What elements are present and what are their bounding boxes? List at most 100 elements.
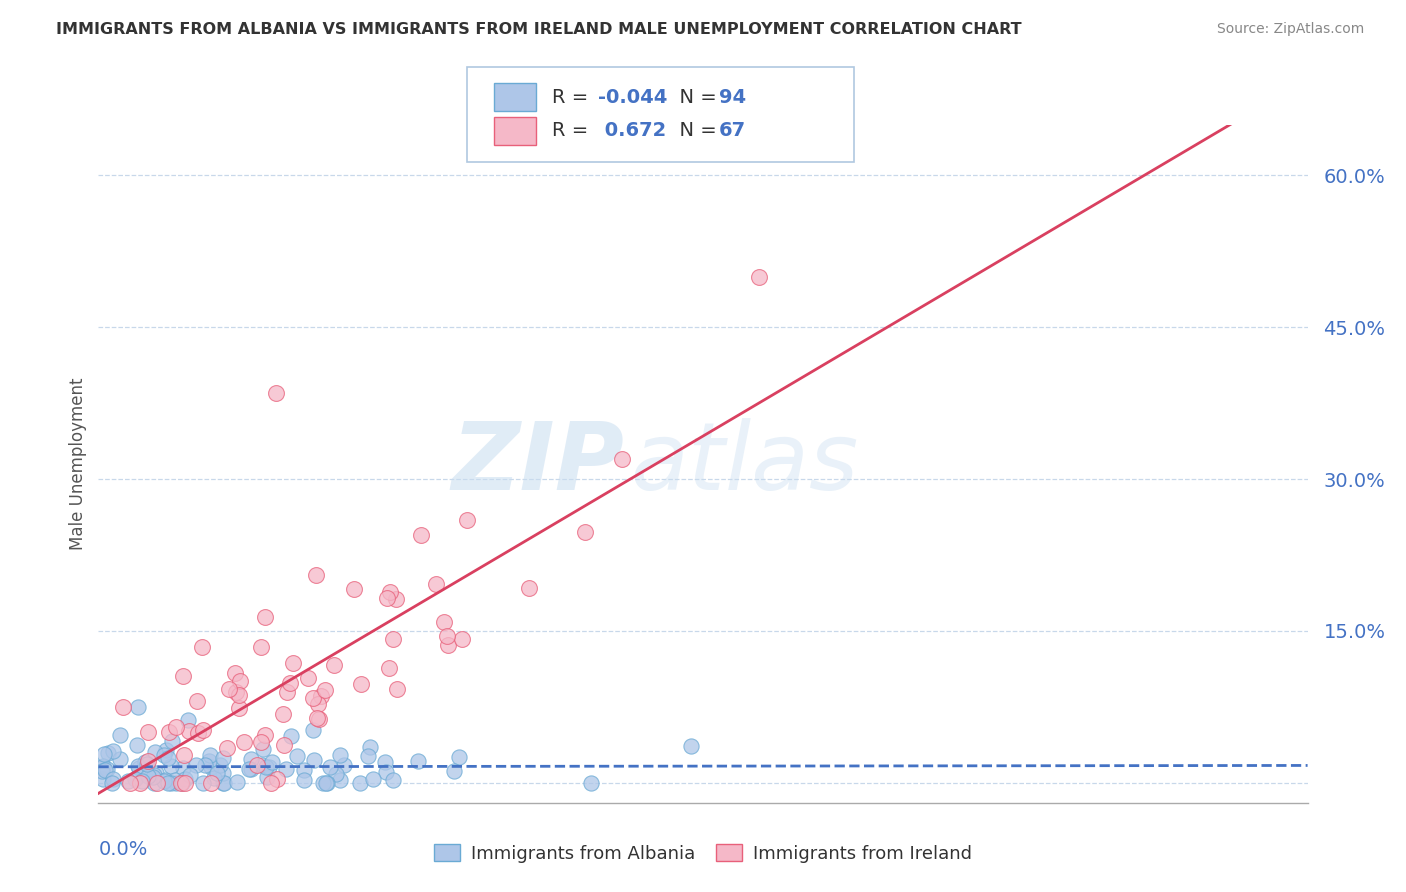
Point [165,775,187,789]
Point [312,775,335,789]
Point [136,724,159,739]
Text: R =: R = [551,121,595,140]
Point [91,764,114,778]
Point [382,632,405,647]
FancyBboxPatch shape [494,117,536,145]
Point [228,701,250,715]
Point [118,775,141,789]
Point [579,775,602,789]
Point [127,700,149,714]
Point [307,711,329,725]
Point [253,610,276,624]
Point [239,762,262,776]
Point [329,772,352,787]
Point [108,752,131,766]
Point [212,765,235,780]
Point [322,657,344,672]
FancyBboxPatch shape [494,83,536,112]
Text: IMMIGRANTS FROM ALBANIA VS IMMIGRANTS FROM IRELAND MALE UNEMPLOYMENT CORRELATION: IMMIGRANTS FROM ALBANIA VS IMMIGRANTS FR… [56,22,1022,37]
Point [142,771,165,785]
Point [381,772,404,787]
Point [153,747,176,762]
Point [101,775,124,789]
Point [301,691,323,706]
Point [264,386,287,401]
Point [202,771,225,785]
Point [225,684,247,698]
Point [165,772,187,787]
Point [128,775,150,789]
Point [159,775,181,789]
Point [212,775,235,789]
Point [517,581,540,595]
Point [252,742,274,756]
Point [256,770,278,784]
Point [574,525,596,540]
Point [153,774,176,789]
Y-axis label: Male Unemployment: Male Unemployment [69,377,87,550]
Point [136,757,159,772]
Point [111,699,134,714]
Point [215,740,238,755]
Point [433,615,456,630]
Point [173,748,195,763]
Point [101,744,124,758]
Point [93,764,115,778]
Point [179,767,201,781]
Point [229,673,252,688]
Point [325,767,347,781]
Point [93,747,115,762]
Point [319,759,342,773]
Point [333,758,356,772]
Point [212,751,235,765]
Point [409,527,432,541]
Point [207,766,229,780]
Point [127,759,149,773]
Point [329,747,352,762]
Point [128,761,150,775]
Point [281,656,304,670]
Point [177,723,200,738]
Point [359,739,381,754]
Point [748,269,770,284]
Point [162,734,184,748]
Point [186,693,208,707]
Point [200,775,222,789]
Point [91,759,114,773]
Point [302,723,325,737]
Point [124,772,146,786]
Point [134,755,156,769]
Point [349,775,371,789]
Point [136,769,159,783]
Point [254,760,277,774]
Point [385,681,408,696]
Text: Source: ZipAtlas.com: Source: ZipAtlas.com [1216,22,1364,37]
Point [198,754,221,768]
Text: ZIP: ZIP [451,417,624,510]
Point [443,764,465,779]
Point [375,591,398,605]
Point [436,629,458,643]
Point [437,638,460,652]
FancyBboxPatch shape [467,67,855,162]
Point [191,723,214,737]
Point [357,749,380,764]
Point [253,728,276,742]
Point [191,640,214,655]
Point [276,685,298,699]
Point [218,681,240,696]
Text: N =: N = [666,121,723,140]
Point [305,568,328,582]
Point [259,760,281,774]
Point [447,749,470,764]
Point [297,671,319,685]
Point [350,677,373,691]
Point [125,738,148,752]
Point [374,764,396,779]
Point [174,775,197,789]
Point [170,775,193,789]
Point [200,759,222,773]
Point [450,632,472,646]
Point [165,720,187,734]
Point [374,755,396,769]
